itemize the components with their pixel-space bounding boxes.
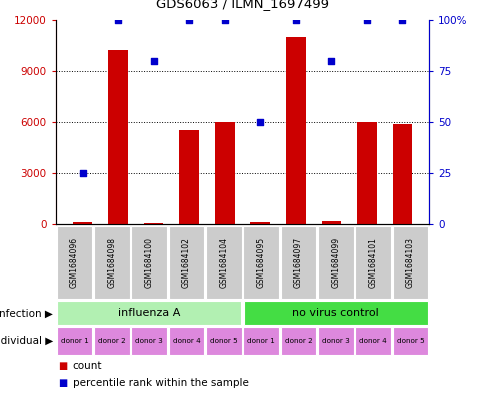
- Text: GSM1684102: GSM1684102: [182, 237, 191, 288]
- Bar: [321, 220, 340, 224]
- Text: donor 1: donor 1: [60, 338, 88, 344]
- Text: donor 3: donor 3: [135, 338, 163, 344]
- Bar: [57, 226, 92, 299]
- Text: donor 4: donor 4: [172, 338, 200, 344]
- Bar: [94, 327, 129, 355]
- Bar: [57, 301, 241, 325]
- Point: [78, 170, 86, 176]
- Text: infection ▶: infection ▶: [0, 309, 53, 318]
- Bar: [57, 327, 92, 355]
- Text: percentile rank within the sample: percentile rank within the sample: [73, 378, 248, 387]
- Bar: [318, 226, 353, 299]
- Bar: [73, 222, 92, 224]
- Text: individual ▶: individual ▶: [0, 336, 53, 346]
- Bar: [206, 327, 241, 355]
- Bar: [144, 223, 163, 224]
- Bar: [355, 327, 390, 355]
- Point: [291, 17, 299, 23]
- Bar: [392, 123, 411, 224]
- Text: GSM1684104: GSM1684104: [219, 237, 228, 288]
- Text: ■: ■: [58, 378, 67, 387]
- Point: [363, 17, 370, 23]
- Text: count: count: [73, 361, 102, 371]
- Point: [256, 119, 264, 125]
- Text: donor 2: donor 2: [98, 338, 125, 344]
- Bar: [356, 122, 376, 224]
- Bar: [131, 226, 166, 299]
- Text: donor 5: donor 5: [210, 338, 237, 344]
- Text: influenza A: influenza A: [118, 309, 180, 318]
- Text: donor 4: donor 4: [359, 338, 386, 344]
- Bar: [392, 327, 427, 355]
- Point: [185, 17, 193, 23]
- Bar: [179, 130, 198, 224]
- Text: donor 2: donor 2: [284, 338, 312, 344]
- Bar: [168, 226, 204, 299]
- Point: [150, 57, 157, 64]
- Bar: [131, 327, 166, 355]
- Bar: [355, 226, 390, 299]
- Text: donor 3: donor 3: [321, 338, 349, 344]
- Point: [114, 17, 121, 23]
- Point: [327, 57, 334, 64]
- Bar: [94, 226, 129, 299]
- Bar: [206, 226, 241, 299]
- Text: GSM1684095: GSM1684095: [256, 237, 265, 288]
- Bar: [243, 327, 278, 355]
- Bar: [250, 222, 270, 224]
- Text: GDS6063 / ILMN_1697499: GDS6063 / ILMN_1697499: [156, 0, 328, 10]
- Text: donor 1: donor 1: [247, 338, 274, 344]
- Text: GSM1684100: GSM1684100: [144, 237, 153, 288]
- Bar: [243, 301, 427, 325]
- Text: GSM1684103: GSM1684103: [405, 237, 414, 288]
- Bar: [392, 226, 427, 299]
- Text: ■: ■: [58, 361, 67, 371]
- Bar: [280, 327, 316, 355]
- Text: GSM1684101: GSM1684101: [368, 237, 377, 288]
- Point: [398, 17, 406, 23]
- Bar: [108, 50, 128, 224]
- Bar: [280, 226, 316, 299]
- Bar: [318, 327, 353, 355]
- Text: donor 5: donor 5: [396, 338, 424, 344]
- Point: [220, 17, 228, 23]
- Text: GSM1684098: GSM1684098: [107, 237, 116, 288]
- Bar: [243, 226, 278, 299]
- Text: GSM1684097: GSM1684097: [293, 237, 302, 288]
- Text: GSM1684096: GSM1684096: [70, 237, 79, 288]
- Text: no virus control: no virus control: [292, 309, 378, 318]
- Bar: [214, 122, 234, 224]
- Bar: [168, 327, 204, 355]
- Bar: [286, 37, 305, 224]
- Text: GSM1684099: GSM1684099: [331, 237, 340, 288]
